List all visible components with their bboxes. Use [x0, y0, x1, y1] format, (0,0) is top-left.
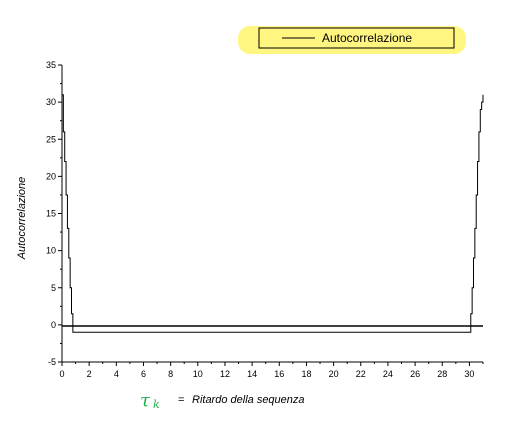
x-tick-label: 22 — [356, 369, 366, 379]
y-tick-label: 0 — [51, 320, 56, 330]
x-ticks: 0 2 4 6 8 10 12 14 16 18 20 22 24 26 28 30 — [59, 362, 483, 379]
y-ticks: -5 0 5 10 15 20 25 30 35 — [46, 60, 62, 367]
x-tick-label: 28 — [437, 369, 447, 379]
x-tick-label: 6 — [141, 369, 146, 379]
x-tick-label: 10 — [193, 369, 203, 379]
x-tick-label: 30 — [464, 369, 474, 379]
x-tick-label: 16 — [274, 369, 284, 379]
y-tick-label: 10 — [46, 246, 56, 256]
tau-subscript: k — [153, 398, 160, 411]
y-tick-label: 15 — [46, 209, 56, 219]
y-tick-label: 30 — [46, 97, 56, 107]
x-axis-title: Ritardo della sequenza — [192, 394, 305, 406]
x-tick-label: 0 — [59, 369, 64, 379]
x-tick-label: 4 — [114, 369, 119, 379]
plot-area: 0 2 4 6 8 10 12 14 16 18 20 22 24 26 28 30 -50510152025… — [46, 60, 483, 379]
series-autocorrelazione-line — [62, 95, 483, 333]
equals-sign: = — [178, 394, 184, 406]
y-axis-title: Autocorrelazione — [16, 177, 28, 261]
tau-symbol: τ — [140, 390, 151, 411]
x-tick-label: 20 — [329, 369, 339, 379]
y-tick-label: 25 — [46, 134, 56, 144]
x-tick-label: 2 — [87, 369, 92, 379]
x-tick-label: 8 — [168, 369, 173, 379]
legend: Autocorrelazione — [238, 26, 466, 54]
x-axis-title-group: τ k = Ritardo della sequenza — [140, 390, 305, 411]
y-tick-label: 20 — [46, 171, 56, 181]
y-tick-label: -5 — [48, 357, 56, 367]
x-tick-label: 26 — [410, 369, 420, 379]
x-tick-label: 12 — [220, 369, 230, 379]
x-tick-label: 18 — [301, 369, 311, 379]
y-tick-label: 35 — [46, 60, 56, 70]
legend-label: Autocorrelazione — [322, 31, 412, 45]
x-tick-label: 14 — [247, 369, 257, 379]
x-tick-label: 24 — [383, 369, 393, 379]
y-tick-label: 5 — [51, 283, 56, 293]
